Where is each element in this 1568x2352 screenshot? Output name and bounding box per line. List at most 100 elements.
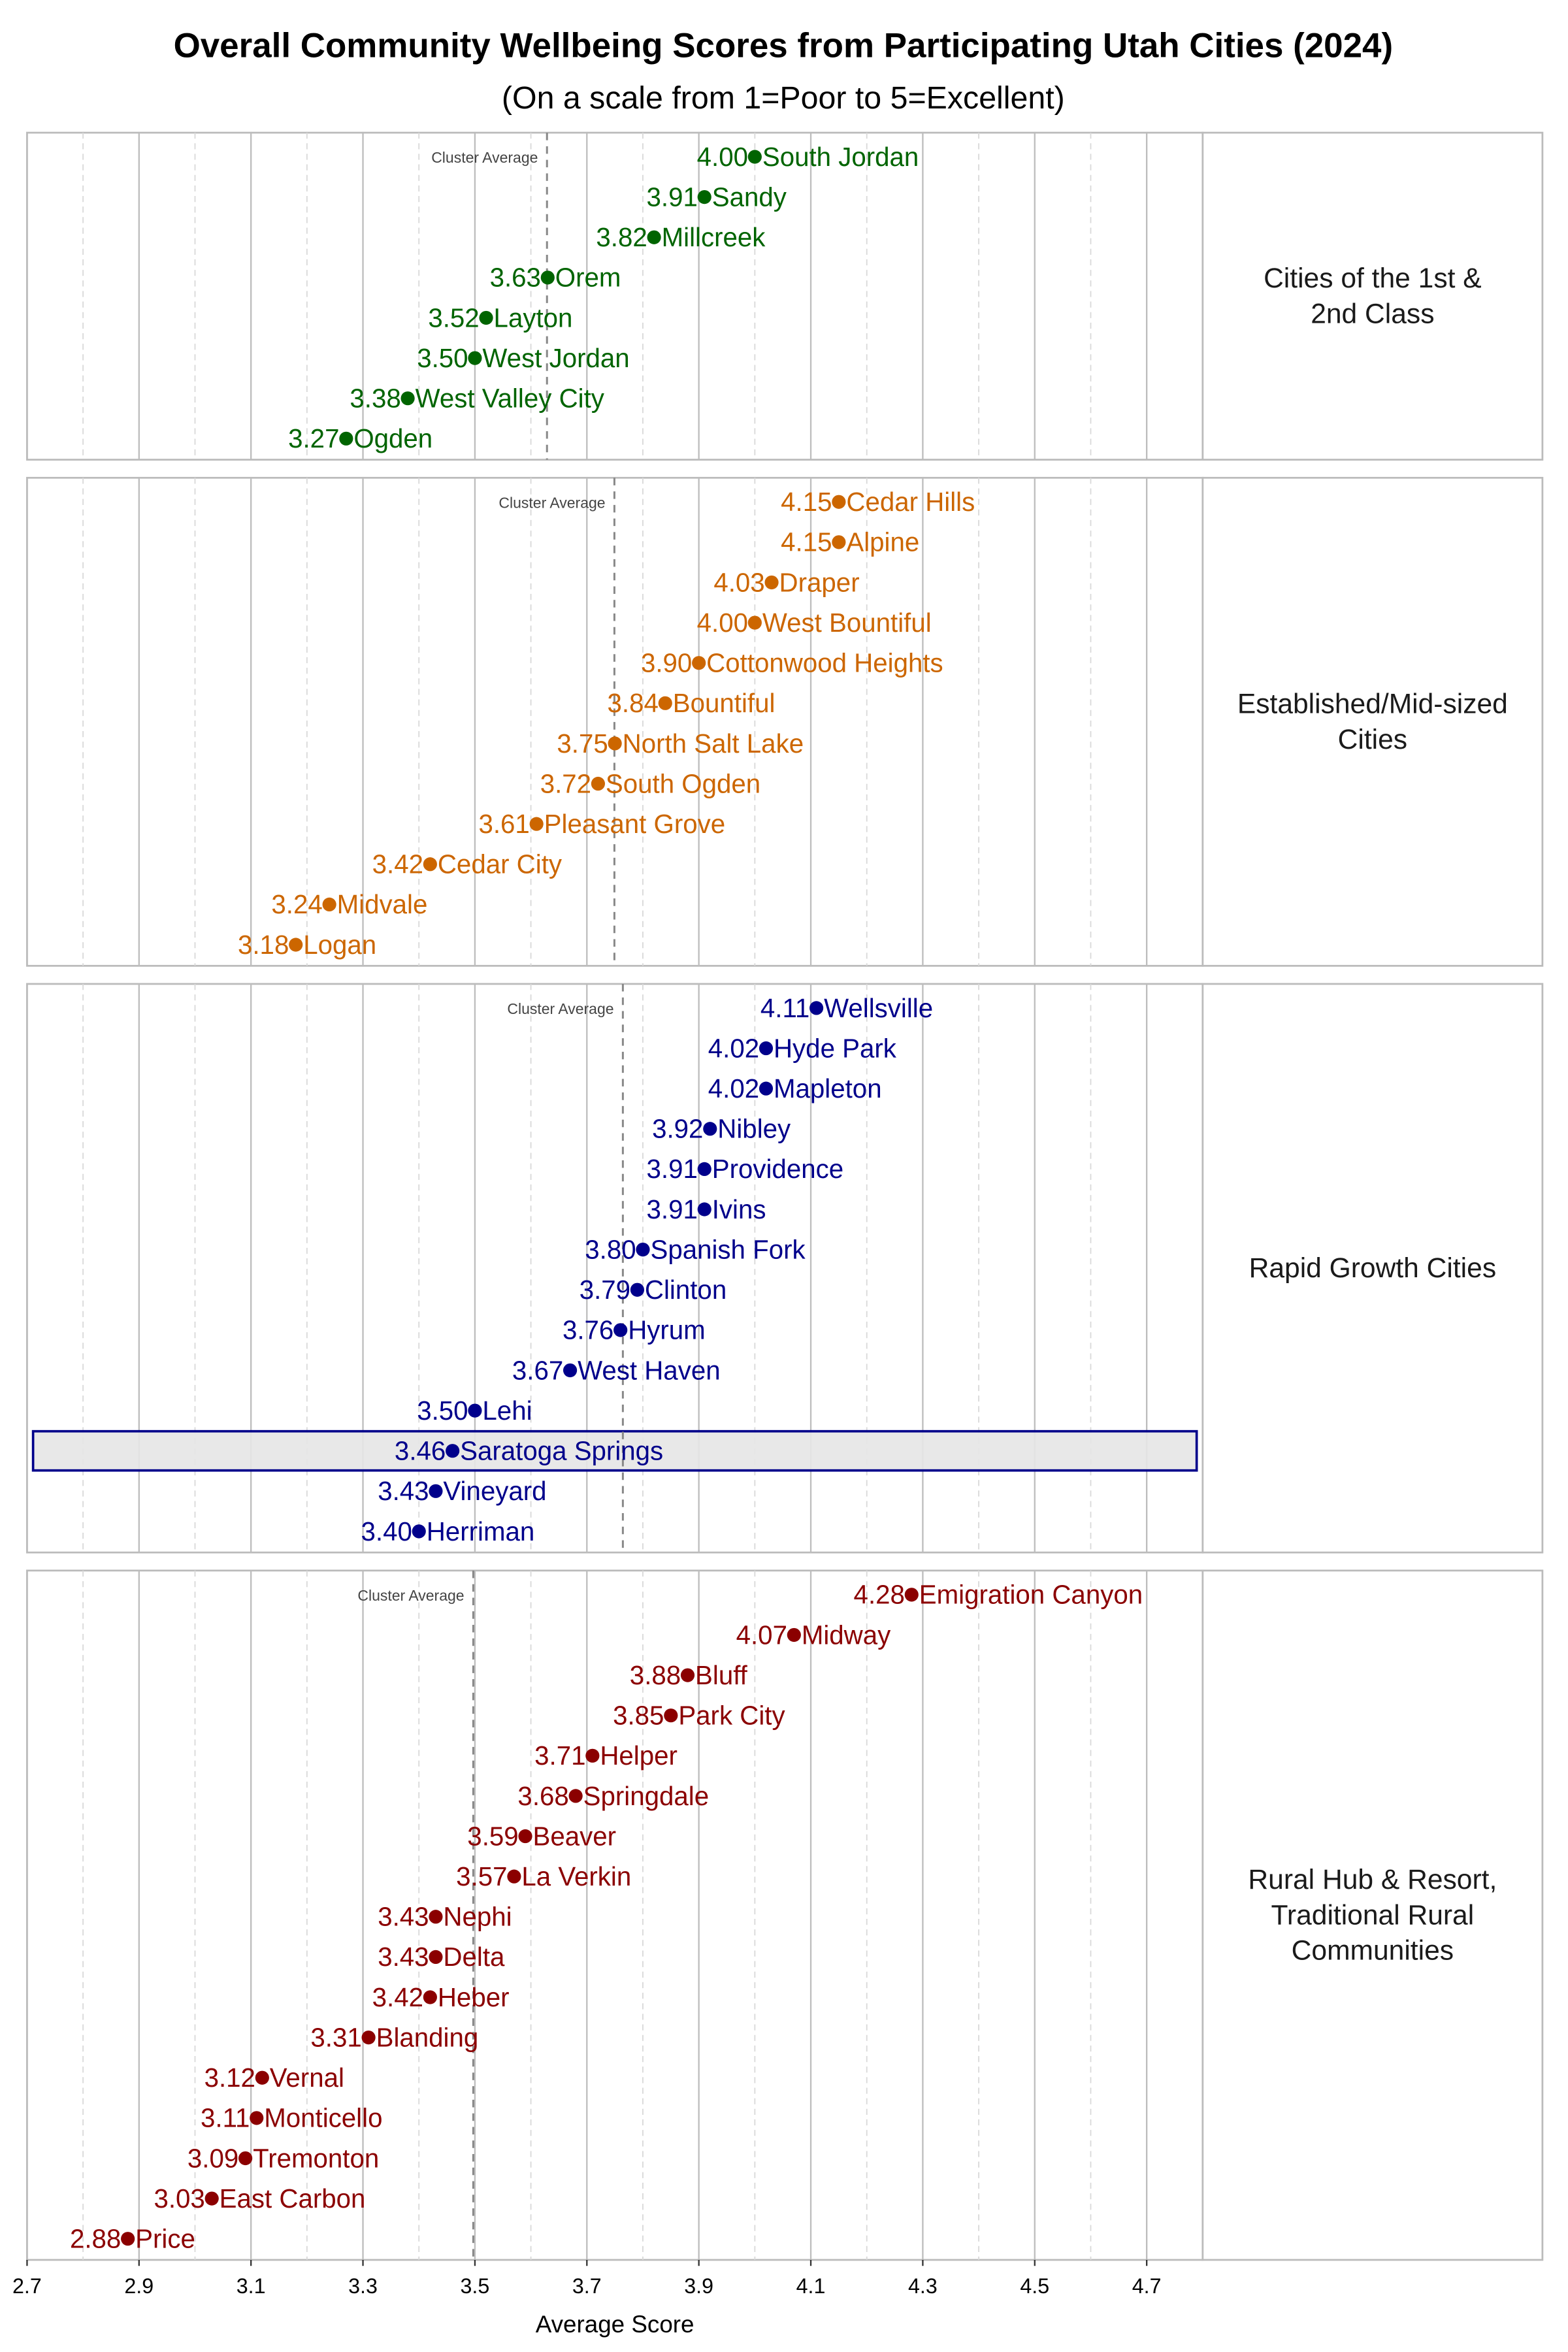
value-label: 4.07 xyxy=(736,1620,787,1650)
value-label: 3.91 xyxy=(647,182,698,212)
highlight-box xyxy=(31,1429,1198,1472)
value-label: 3.42 xyxy=(372,1982,423,2012)
value-label: 3.80 xyxy=(585,1234,636,1264)
data-point xyxy=(289,938,303,952)
data-point xyxy=(697,1202,711,1217)
value-label: 3.59 xyxy=(467,1821,518,1851)
city-label: Clinton xyxy=(645,1275,727,1305)
value-label: 3.11 xyxy=(201,2103,250,2133)
city-label: Ogden xyxy=(353,423,433,453)
city-label: Park City xyxy=(678,1700,785,1730)
data-point xyxy=(479,310,493,325)
city-label: Emigration Canyon xyxy=(919,1580,1143,1610)
city-label: Midway xyxy=(802,1620,891,1650)
value-label: 4.15 xyxy=(781,527,832,557)
city-label: East Carbon xyxy=(220,2183,366,2213)
city-label: Sandy xyxy=(712,182,787,212)
value-label: 3.50 xyxy=(417,343,468,373)
value-label: 3.12 xyxy=(204,2063,255,2093)
city-label: La Verkin xyxy=(521,1861,631,1891)
facet-strip xyxy=(1201,983,1544,1554)
value-label: 3.84 xyxy=(608,688,659,718)
city-label: West Valley City xyxy=(416,383,605,413)
city-label: Price xyxy=(135,2223,195,2253)
data-point xyxy=(238,2151,253,2166)
cluster-average-label: Cluster Average xyxy=(431,149,538,166)
facet-panel: Cluster Average 4.28 Emigration Canyon 4.07… xyxy=(26,1569,1544,2261)
city-label: Heber xyxy=(438,1982,510,2012)
data-point xyxy=(904,1588,919,1602)
facet-strip xyxy=(1201,131,1544,461)
city-label: Tremonton xyxy=(253,2143,379,2173)
data-point xyxy=(664,1708,678,1723)
city-label: Vineyard xyxy=(443,1476,546,1506)
city-label: West Jordan xyxy=(482,343,629,373)
facet-strip xyxy=(1201,1569,1544,2261)
city-label: South Jordan xyxy=(762,142,919,172)
x-tick-label: 3.1 xyxy=(237,2274,266,2298)
value-label: 4.00 xyxy=(697,142,748,172)
data-point xyxy=(832,535,846,549)
data-point xyxy=(585,1748,600,1763)
x-tick-label: 3.5 xyxy=(461,2274,490,2298)
x-axis: 2.7 2.9 3.1 3.3 3.5 3.7 3.9 4.1 4.3 4.5 4.7 xyxy=(12,2260,1162,2298)
data-point xyxy=(540,270,555,285)
city-label: Lehi xyxy=(482,1396,532,1426)
panel-background xyxy=(26,131,1204,461)
data-point xyxy=(412,1524,426,1539)
city-label: West Haven xyxy=(578,1355,721,1385)
city-label: Cedar Hills xyxy=(846,487,975,517)
value-label: 3.71 xyxy=(534,1740,585,1771)
value-label: 3.38 xyxy=(350,383,400,413)
x-tick-label: 4.1 xyxy=(796,2274,826,2298)
city-label: Pleasant Grove xyxy=(544,809,725,839)
value-label: 3.90 xyxy=(641,647,692,678)
value-label: 3.75 xyxy=(557,728,608,759)
city-label: Nephi xyxy=(443,1902,512,1932)
city-label: Vernal xyxy=(270,2063,344,2093)
cluster-average-label: Cluster Average xyxy=(498,494,605,511)
chart-title: Overall Community Wellbeing Scores from … xyxy=(174,27,1394,65)
x-tick-label: 2.7 xyxy=(12,2274,42,2298)
city-label: Cottonwood Heights xyxy=(706,647,943,678)
value-label: 4.15 xyxy=(781,487,832,517)
city-label: Layton xyxy=(494,302,573,333)
data-point xyxy=(759,1081,774,1096)
data-point xyxy=(613,1323,628,1337)
city-label: Draper xyxy=(779,567,860,597)
city-label: Helper xyxy=(600,1740,678,1771)
city-label: Orem xyxy=(555,263,621,293)
data-point xyxy=(429,1484,443,1498)
cluster-average-label: Cluster Average xyxy=(507,1000,613,1017)
value-label: 3.67 xyxy=(512,1355,563,1385)
city-label: Millcreek xyxy=(662,222,766,252)
value-label: 3.63 xyxy=(490,263,541,293)
facet-panel: Cluster Average 4.00 South Jordan 3.91 Sandy… xyxy=(26,131,1544,461)
data-point xyxy=(832,495,846,509)
city-label: Saratoga Springs xyxy=(460,1435,663,1465)
value-label: 3.40 xyxy=(361,1516,412,1546)
data-point xyxy=(697,1162,711,1177)
city-label: Herriman xyxy=(427,1516,535,1546)
data-point xyxy=(809,1001,824,1015)
panel-background xyxy=(26,1569,1204,2261)
city-label: Spanish Fork xyxy=(650,1234,806,1264)
facet-strip-label: Rural Hub & Resort, xyxy=(1248,1864,1497,1895)
chart-subtitle: (On a scale from 1=Poor to 5=Excellent) xyxy=(502,80,1065,116)
x-tick-label: 4.7 xyxy=(1132,2274,1162,2298)
value-label: 3.42 xyxy=(372,849,423,879)
x-tick-label: 4.5 xyxy=(1020,2274,1049,2298)
facet-strip-label: Cities xyxy=(1338,724,1407,755)
value-label: 3.85 xyxy=(613,1700,664,1730)
facet-strip xyxy=(1201,476,1544,967)
city-label: Bountiful xyxy=(673,688,776,718)
value-label: 4.11 xyxy=(760,993,809,1023)
city-label: Logan xyxy=(303,930,376,960)
data-point xyxy=(250,2111,264,2125)
city-label: Hyrum xyxy=(628,1315,706,1345)
value-label: 3.27 xyxy=(288,423,339,453)
data-point xyxy=(507,1869,521,1884)
data-point xyxy=(697,190,711,204)
data-point xyxy=(423,1990,437,2004)
city-label: West Bountiful xyxy=(762,608,932,638)
